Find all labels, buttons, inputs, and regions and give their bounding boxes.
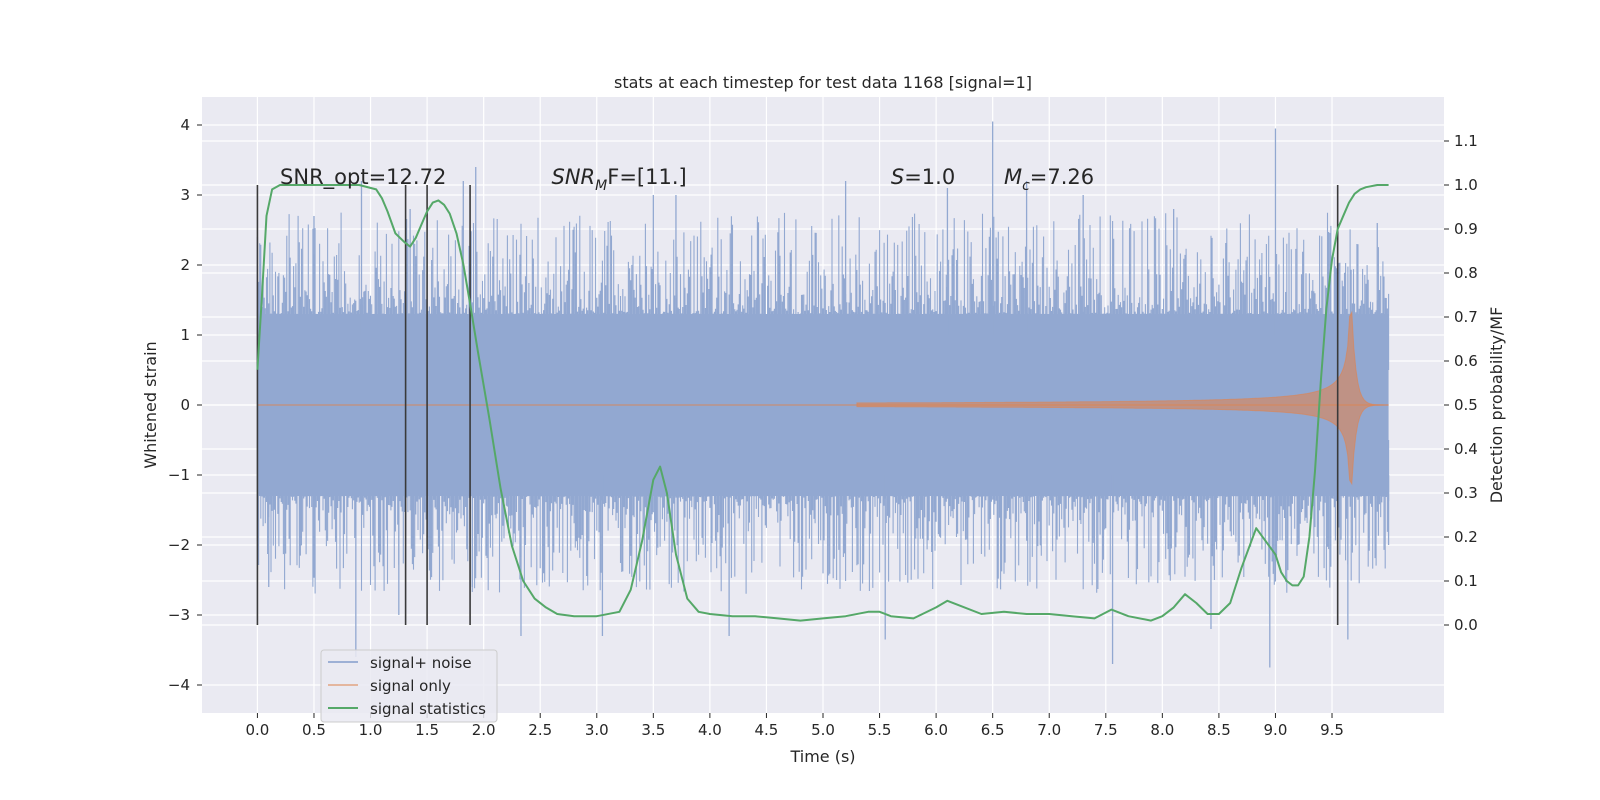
y-right-tick-label-10: 1.0	[1454, 176, 1478, 194]
x-tick-label-7: 3.5	[641, 721, 665, 739]
y-right-tick-label-3: 0.3	[1454, 484, 1478, 502]
x-tick-label-5: 2.5	[528, 721, 552, 739]
x-tick-label-2: 1.0	[359, 721, 383, 739]
x-tick-label-8: 4.0	[698, 721, 722, 739]
x-tick-label-18: 9.0	[1264, 721, 1288, 739]
y-right-tick-label-6: 0.6	[1454, 352, 1478, 370]
y-left-tick-label-2: −2	[168, 536, 190, 554]
y-right-tick-label-5: 0.5	[1454, 396, 1478, 414]
x-tick-label-12: 6.0	[924, 721, 948, 739]
x-tick-label-11: 5.5	[868, 721, 892, 739]
x-tick-label-9: 4.5	[755, 721, 779, 739]
legend-label-stats: signal statistics	[370, 700, 486, 718]
x-tick-label-19: 9.5	[1320, 721, 1344, 739]
x-tick-label-17: 8.5	[1207, 721, 1231, 739]
signal-statistics-line	[256, 184, 1389, 622]
x-tick-label-16: 8.0	[1150, 721, 1174, 739]
y-right-tick-label-9: 0.9	[1454, 220, 1478, 238]
x-tick-label-10: 5.0	[811, 721, 835, 739]
y-right-tick-label-7: 0.7	[1454, 308, 1478, 326]
x-tick-label-3: 1.5	[415, 721, 439, 739]
y-right-tick-label-4: 0.4	[1454, 440, 1478, 458]
y-right-tick-label-8: 0.8	[1454, 264, 1478, 282]
x-tick-label-13: 6.5	[981, 721, 1005, 739]
y-axis-right-label: Detection probability/MF	[1487, 307, 1506, 504]
y-left-tick-label-3: −1	[168, 466, 190, 484]
tick-labels: 0.0 0.5 1.0 1.5 2.0 2.5 3.0 3.5 4.0 4.5 5.0 5.5 6.0 6…	[168, 116, 1478, 739]
x-tick-label-15: 7.5	[1094, 721, 1118, 739]
legend: signal+ noise signal only signal statist…	[320, 649, 498, 723]
signal-only-series	[257, 310, 1389, 486]
legend-label-signal: signal only	[370, 677, 451, 695]
annotation-s: S=1.0	[891, 165, 955, 189]
y-left-tick-label-6: 2	[180, 256, 190, 274]
vertical-markers	[256, 185, 1339, 625]
y-left-tick-label-0: −4	[168, 676, 190, 694]
x-axis-label: Time (s)	[789, 747, 855, 766]
y-right-tick-label-2: 0.2	[1454, 528, 1478, 546]
signal-statistics-series	[256, 184, 1389, 622]
y-left-tick-label-4: 0	[180, 396, 190, 414]
x-tick-label-0: 0.0	[245, 721, 269, 739]
y-right-tick-label-0: 0.0	[1454, 616, 1478, 634]
x-tick-label-4: 2.0	[472, 721, 496, 739]
annotation-snr-mf: SNRMF=[11.]	[552, 165, 687, 194]
signal-chirp	[856, 310, 1389, 486]
legend-box	[320, 649, 498, 723]
y-right-tick-label-11: 1.1	[1454, 132, 1478, 150]
y-left-tick-label-5: 1	[180, 326, 190, 344]
annotation-mc: Mc=7.26	[1004, 165, 1094, 194]
y-axis-left-label: Whitened strain	[141, 341, 160, 468]
y-left-tick-label-7: 3	[180, 186, 190, 204]
x-tick-label-1: 0.5	[302, 721, 326, 739]
chart-title: stats at each timestep for test data 116…	[614, 73, 1032, 92]
annotation-snr-opt: SNR_opt=12.72	[280, 165, 446, 190]
x-tick-label-14: 7.0	[1037, 721, 1061, 739]
annotations: SNR_opt=12.72 SNRMF=[11.] S=1.0 Mc=7.26	[280, 165, 1094, 194]
y-left-tick-label-8: 4	[180, 116, 190, 134]
x-tick-label-6: 3.0	[585, 721, 609, 739]
y-right-tick-label-1: 0.1	[1454, 572, 1478, 590]
y-left-tick-label-1: −3	[168, 606, 190, 624]
legend-label-noise: signal+ noise	[370, 654, 472, 672]
